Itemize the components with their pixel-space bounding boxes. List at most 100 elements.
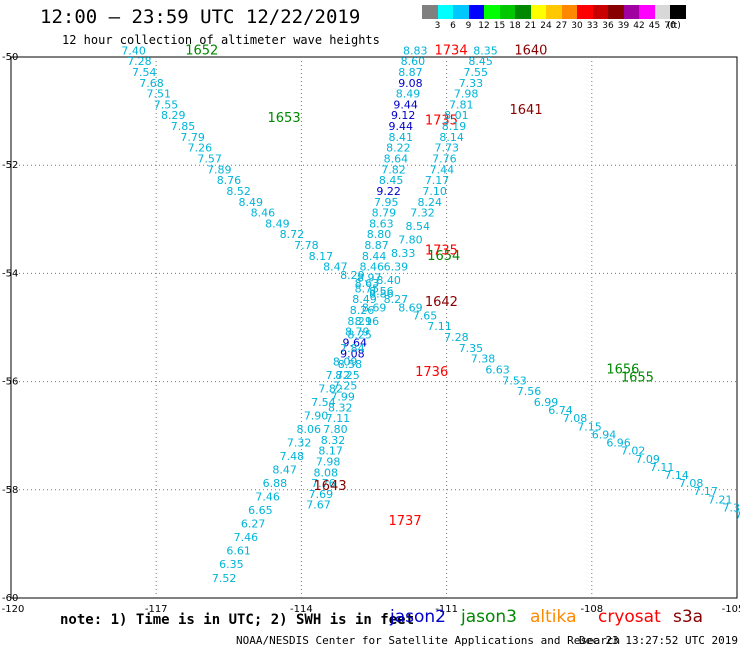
wave-height-value: 6.35 (219, 558, 244, 571)
wave-height-value: 8.58 (338, 358, 363, 371)
wave-height-value: 9.44 (393, 98, 418, 111)
wave-height-value: 7.40 (121, 44, 145, 57)
credit-line: NOAA/NESDIS Center for Satellite Applica… (236, 634, 621, 647)
scale-label: 24 (540, 21, 552, 31)
wave-height-value: 7.90 (304, 409, 329, 422)
scale-swatch (422, 5, 438, 19)
wave-height-value: 8.45 (379, 174, 404, 187)
wave-height-value: 7.32 (410, 207, 435, 220)
scale-swatch (654, 5, 670, 19)
scale-label: 15 (493, 21, 506, 31)
wave-height-value: 8.33 (391, 247, 416, 260)
wave-height-value: 8.56 (369, 285, 394, 298)
y-tick-label: -56 (2, 377, 18, 388)
wave-height-value: 7.14 (664, 469, 689, 482)
pass-time-label: 1736 (415, 365, 448, 380)
wave-height-value: 8.52 (226, 185, 251, 198)
wave-height-value: 6.88 (263, 477, 288, 490)
scale-label: 70 (664, 21, 676, 31)
wave-height-value: 8.25 (335, 369, 360, 382)
wave-height-value: 7.25 (333, 380, 358, 393)
wave-height-value: 8.87 (364, 239, 389, 252)
y-tick-label: -52 (2, 160, 18, 171)
wave-height-value: 8.47 (323, 261, 348, 274)
wave-height-value: 7.48 (280, 450, 305, 463)
legend-jason2: jason2 (390, 607, 446, 627)
wave-height-value: 8.80 (367, 228, 392, 241)
scale-label: 21 (524, 21, 537, 31)
wave-height-value: 7.55 (154, 98, 179, 111)
wave-height-value: 8.75 (355, 282, 380, 295)
wave-height-value: 8.60 (401, 55, 426, 68)
wave-height-value: 7.11 (650, 461, 675, 474)
y-tick-label: -60 (2, 593, 18, 604)
pass-time-label: 1643 (314, 479, 347, 494)
scale-swatch (639, 5, 655, 19)
wave-height-value: 9.44 (389, 120, 414, 133)
wave-height-value: 7.42 (735, 510, 740, 523)
scale-swatch (453, 5, 469, 19)
wave-height-value: 8.19 (442, 120, 467, 133)
wave-height-value: 7.46 (255, 491, 279, 504)
color-scale-labels: 3 6 9 12 15 18 21 24 27 30 33 36 39 42 45 70 (ft) (422, 21, 732, 33)
scale-swatch (468, 5, 484, 19)
wave-height-value: 9.12 (391, 109, 416, 122)
wave-height-value: 8.63 (355, 277, 380, 290)
wave-height-value: 7.79 (180, 131, 205, 144)
wave-height-value: 8.17 (318, 445, 343, 458)
chart-subtitle: 12 hour collection of altimeter wave hei… (62, 33, 380, 47)
scale-swatch (546, 5, 562, 19)
wave-height-value: 7.67 (306, 499, 331, 512)
wave-height-value: 8.46 (359, 261, 384, 274)
wave-height-value: 7.65 (413, 309, 438, 322)
wave-height-value: 7.46 (234, 531, 259, 544)
wave-height-value: 7.98 (454, 88, 479, 101)
wave-height-value: 8.49 (352, 293, 377, 306)
wave-height-value: 8.63 (369, 217, 394, 230)
wave-height-value: 8.64 (384, 152, 409, 165)
wave-height-value: 6.61 (226, 545, 251, 558)
wave-height-value: 7.11 (326, 412, 351, 425)
wave-height-value: 6.74 (548, 404, 573, 417)
chart-title: 12:00 – 23:59 UTC 12/22/2019 (40, 6, 361, 28)
wave-height-value: 8.17 (309, 250, 334, 263)
wave-height-value: 7.99 (330, 391, 355, 404)
scale-label: (ft) (667, 21, 681, 31)
wave-height-value: 9.22 (376, 185, 401, 198)
scale-swatch (608, 5, 624, 19)
wave-height-value: 8.22 (386, 142, 411, 155)
footer-note: note: 1) Time is in UTC; 2) SWH is in fe… (60, 612, 415, 628)
wave-height-value: 8.76 (217, 174, 242, 187)
scale-label: 12 (478, 21, 490, 31)
scale-swatch (623, 5, 639, 19)
wave-height-value: 7.80 (323, 423, 348, 436)
wave-height-value: 7.69 (309, 488, 334, 501)
scale-label: 6 (450, 21, 456, 31)
wave-height-value: 8.49 (265, 217, 290, 230)
wave-height-value: 7.11 (427, 320, 452, 333)
wave-height-value: 8.41 (389, 131, 414, 144)
wave-height-value: 7.82 (318, 382, 343, 395)
wave-height-value: 8.27 (384, 293, 409, 306)
wave-height-value: 9.64 (343, 336, 368, 349)
wave-height-value: 7.52 (212, 572, 237, 585)
wave-height-value: 7.53 (502, 374, 527, 387)
wave-height-value: 8.09 (333, 355, 358, 368)
pass-time-label: 1655 (621, 371, 654, 386)
scale-label: 36 (602, 21, 614, 31)
wave-height-value: 6.65 (248, 504, 273, 517)
wave-height-value: 7.21 (708, 493, 733, 506)
pass-time-label: 1653 (268, 111, 301, 126)
x-tick-label: -114 (290, 604, 313, 615)
wave-height-value: 7.57 (197, 152, 222, 165)
scale-label: 30 (571, 21, 583, 31)
wave-height-value: 7.54 (132, 66, 157, 79)
wave-height-value: 8.97 (357, 272, 382, 285)
wave-height-value: 8.44 (362, 250, 387, 263)
wave-height-value: 8.45 (468, 55, 493, 68)
wave-height-value: 6.63 (485, 363, 510, 376)
pass-time-label: 1640 (514, 43, 547, 58)
scale-swatch (577, 5, 593, 19)
wave-height-value: 7.08 (679, 477, 704, 490)
color-scale-legend (422, 5, 686, 19)
